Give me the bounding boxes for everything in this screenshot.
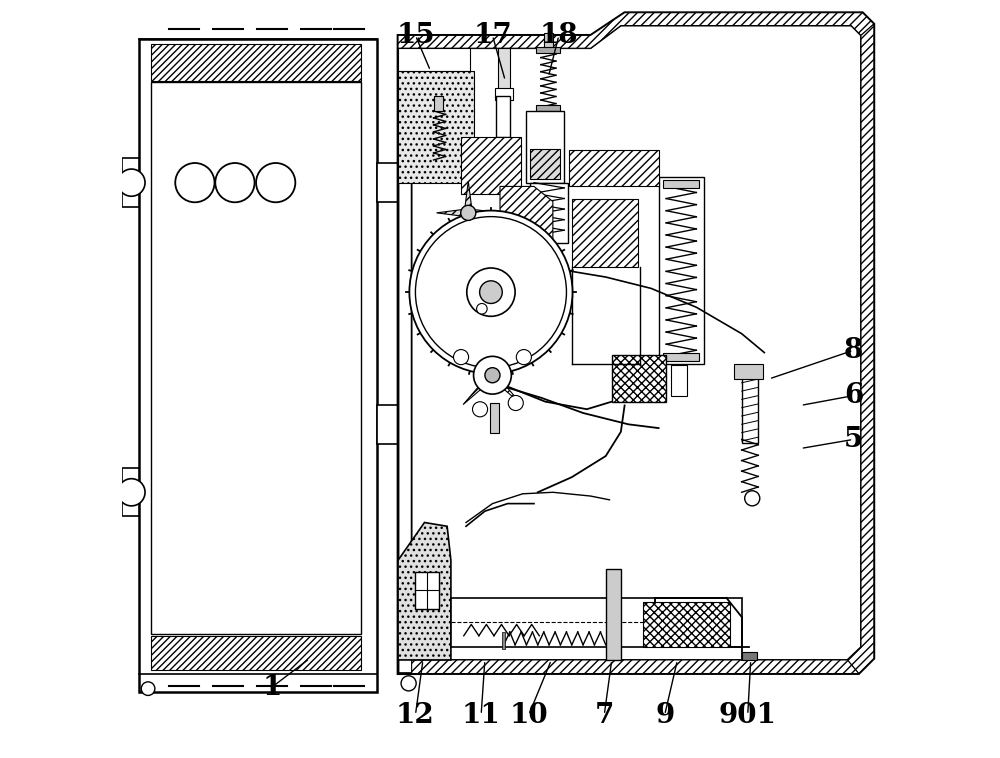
Circle shape xyxy=(474,356,511,394)
Polygon shape xyxy=(398,522,451,660)
Bar xyxy=(606,632,608,649)
Circle shape xyxy=(485,368,500,383)
Polygon shape xyxy=(496,378,522,405)
Circle shape xyxy=(461,205,476,221)
Bar xyxy=(742,653,757,660)
Polygon shape xyxy=(398,13,874,49)
Bar xyxy=(663,180,699,188)
Bar xyxy=(536,47,560,53)
Bar xyxy=(526,111,564,183)
Bar xyxy=(398,49,470,70)
Circle shape xyxy=(745,490,760,506)
Text: 17: 17 xyxy=(473,22,512,49)
Bar xyxy=(139,39,377,692)
Circle shape xyxy=(415,217,566,368)
Text: 1: 1 xyxy=(262,674,282,700)
Bar xyxy=(671,365,687,396)
Circle shape xyxy=(516,349,531,365)
Text: 15: 15 xyxy=(396,22,435,49)
Bar xyxy=(498,49,510,92)
Polygon shape xyxy=(500,186,553,266)
Circle shape xyxy=(141,682,155,695)
Bar xyxy=(415,572,439,609)
Bar xyxy=(530,149,560,179)
Text: 10: 10 xyxy=(509,702,548,728)
Polygon shape xyxy=(847,24,874,674)
Bar xyxy=(490,403,499,434)
Bar xyxy=(530,183,568,243)
Polygon shape xyxy=(463,378,489,405)
Bar xyxy=(151,45,361,80)
Circle shape xyxy=(118,169,145,196)
Bar xyxy=(461,137,521,194)
Polygon shape xyxy=(496,346,522,372)
Bar xyxy=(643,602,730,647)
Text: 5: 5 xyxy=(844,426,863,453)
Text: 7: 7 xyxy=(595,702,614,728)
Bar xyxy=(569,150,659,186)
Bar xyxy=(655,598,742,647)
Polygon shape xyxy=(398,13,874,674)
Bar xyxy=(663,353,699,361)
Circle shape xyxy=(118,479,145,506)
Circle shape xyxy=(477,303,487,314)
Text: 8: 8 xyxy=(844,337,863,364)
Bar xyxy=(451,598,655,647)
Bar xyxy=(742,368,758,443)
Bar xyxy=(572,199,638,268)
Circle shape xyxy=(508,396,523,411)
Circle shape xyxy=(409,211,573,374)
Bar xyxy=(606,569,621,660)
Bar xyxy=(398,70,474,183)
Bar xyxy=(544,33,553,47)
Bar xyxy=(398,39,419,674)
Bar xyxy=(536,105,560,111)
Polygon shape xyxy=(463,346,489,372)
Bar xyxy=(659,177,704,364)
Bar xyxy=(151,82,361,634)
Polygon shape xyxy=(475,210,500,216)
Circle shape xyxy=(175,163,215,202)
Text: 9: 9 xyxy=(655,702,674,728)
Text: 901: 901 xyxy=(719,702,777,728)
Bar xyxy=(377,405,398,444)
Bar xyxy=(734,364,763,379)
Bar xyxy=(434,96,443,111)
Circle shape xyxy=(256,163,295,202)
Bar xyxy=(502,632,505,649)
Bar xyxy=(122,158,139,207)
Bar xyxy=(151,636,361,670)
Circle shape xyxy=(467,268,515,316)
Polygon shape xyxy=(437,210,461,216)
Bar xyxy=(122,468,139,516)
Polygon shape xyxy=(398,660,859,674)
Circle shape xyxy=(454,349,469,365)
Circle shape xyxy=(215,163,255,202)
Text: 18: 18 xyxy=(540,22,578,49)
Bar xyxy=(496,96,510,137)
Bar xyxy=(495,88,513,99)
Text: 6: 6 xyxy=(844,382,863,409)
Polygon shape xyxy=(465,220,471,245)
Polygon shape xyxy=(465,181,471,206)
Bar xyxy=(612,355,666,402)
Circle shape xyxy=(401,676,416,691)
Text: 11: 11 xyxy=(462,702,500,728)
Bar xyxy=(377,163,398,202)
Text: 12: 12 xyxy=(396,702,435,728)
Circle shape xyxy=(480,280,502,303)
Circle shape xyxy=(472,402,488,417)
